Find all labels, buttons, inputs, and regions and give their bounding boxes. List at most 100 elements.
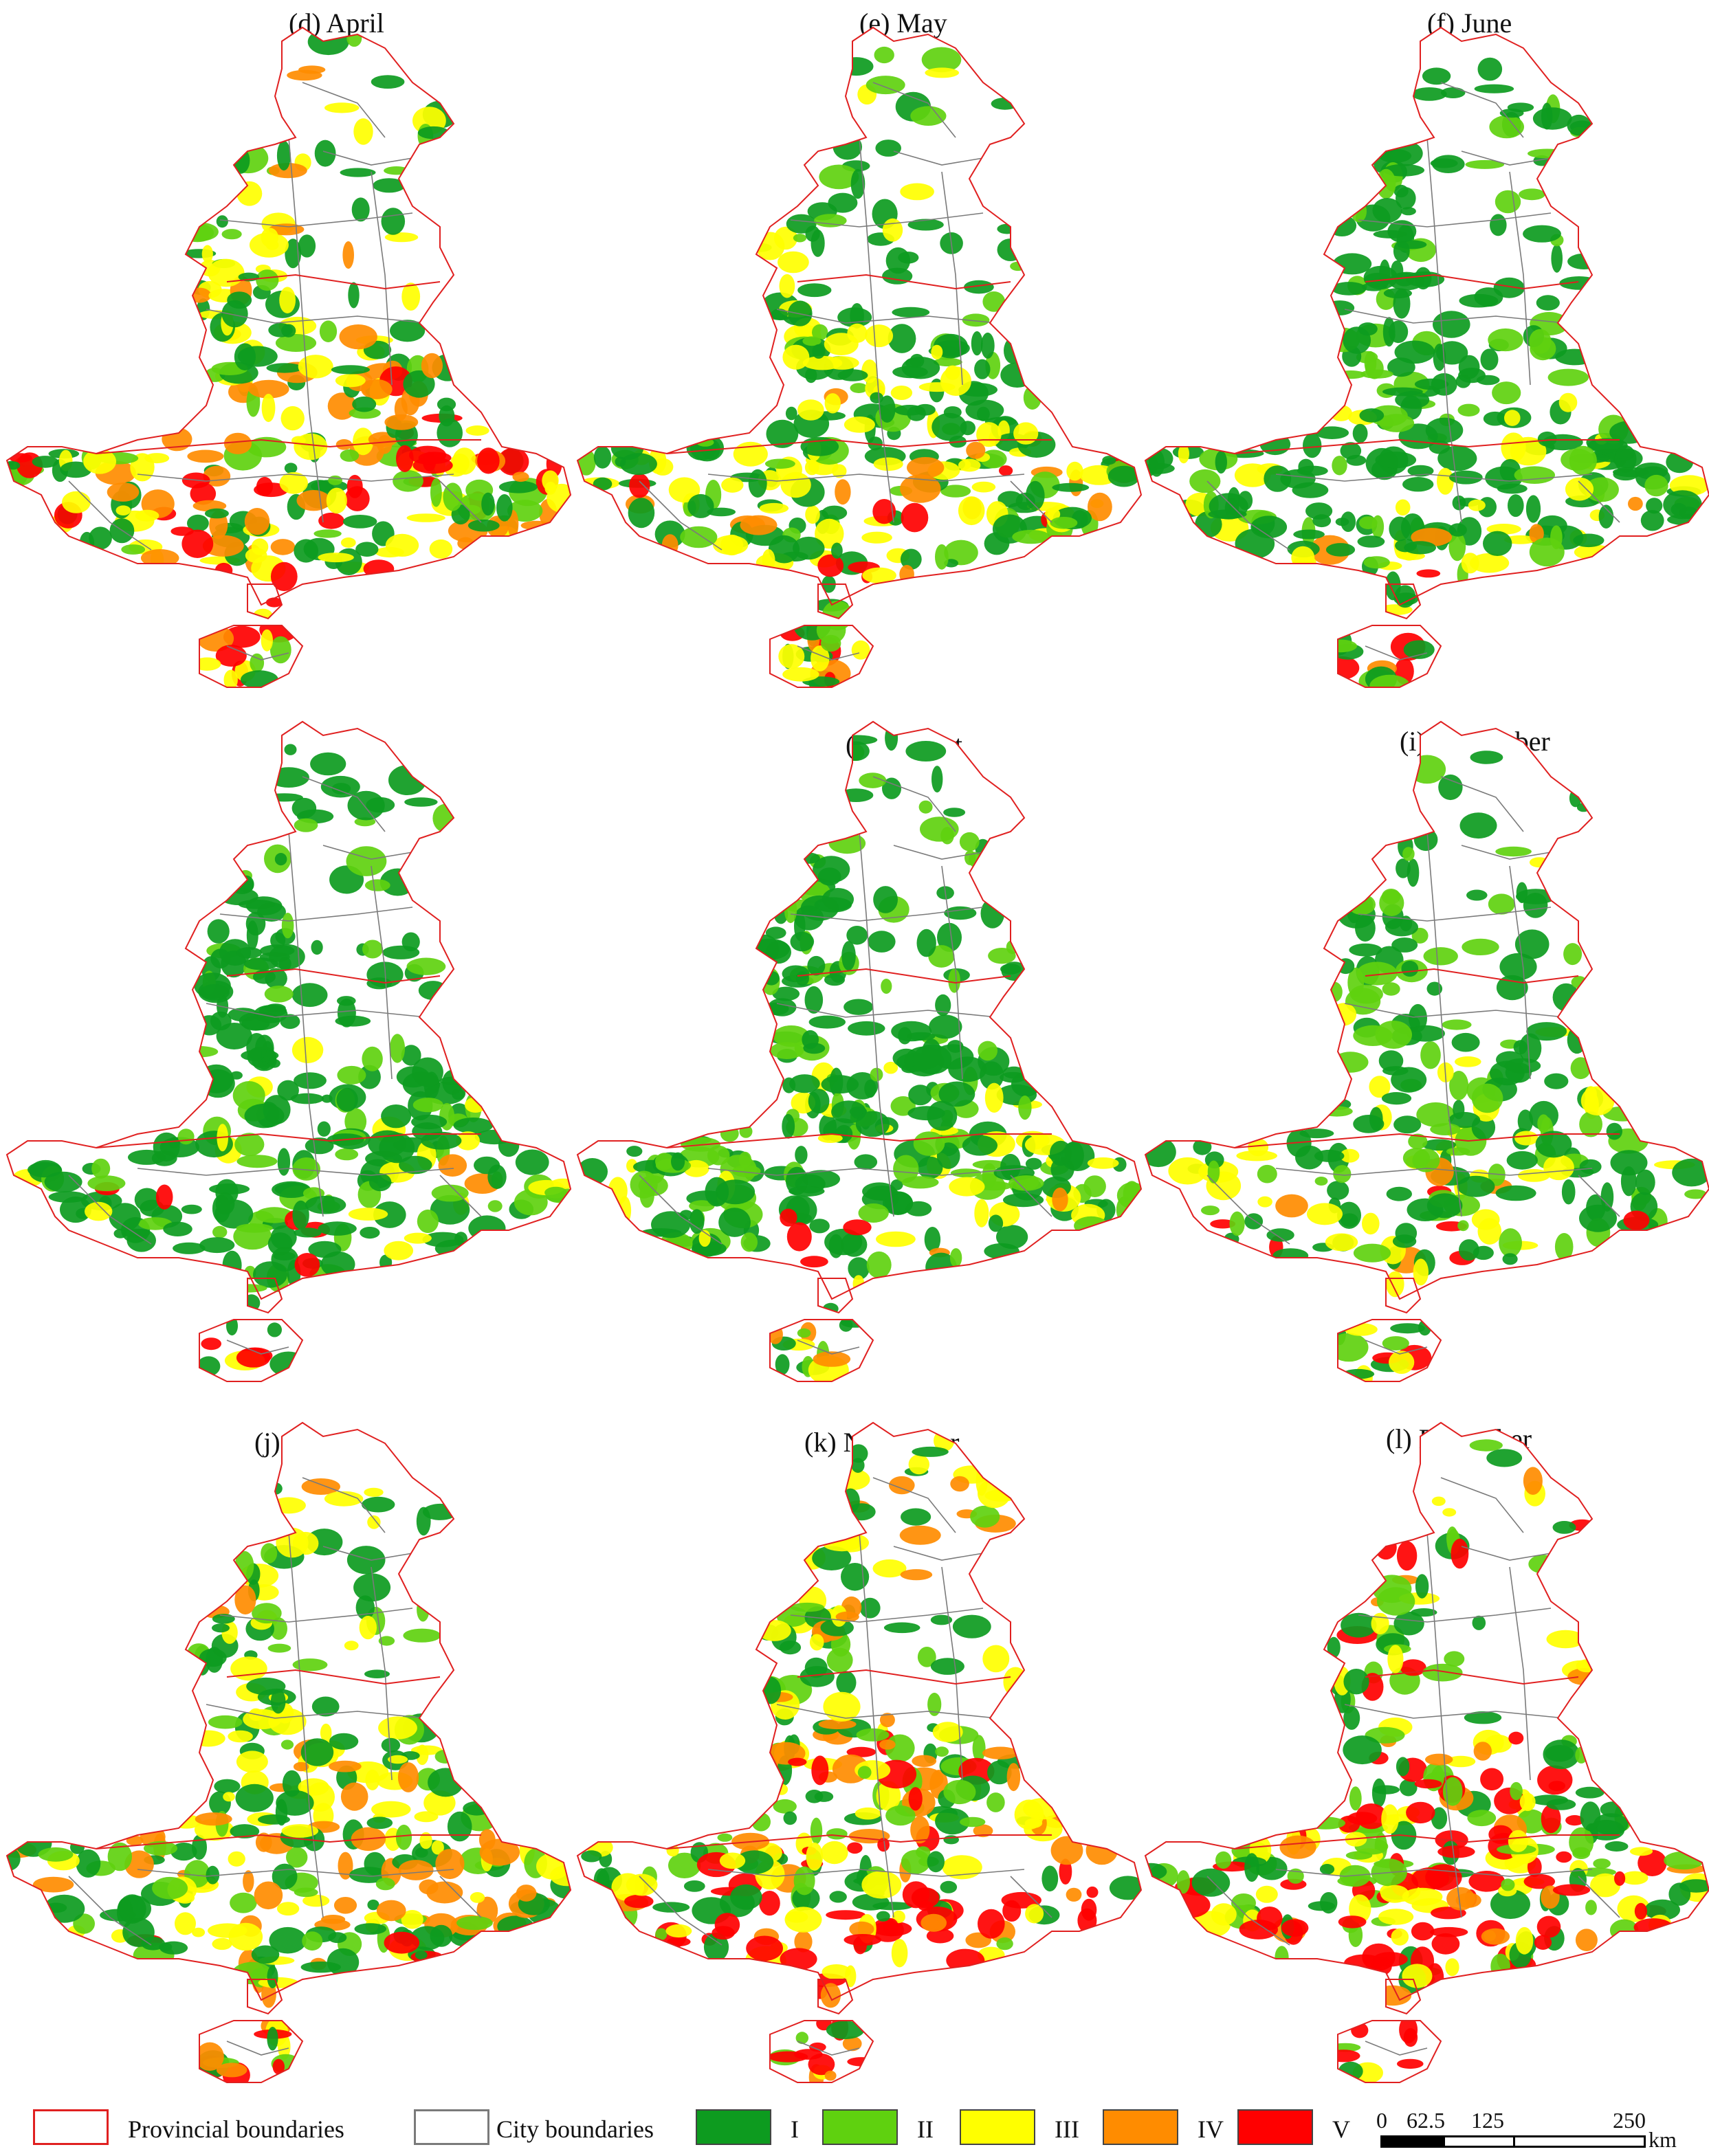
risk-patch-IV <box>1006 1763 1021 1792</box>
risk-patch-II <box>996 1937 1013 1951</box>
risk-patch-II <box>1442 1777 1463 1806</box>
risk-patch-III <box>1307 1203 1343 1225</box>
risk-patch-I <box>1401 960 1419 977</box>
risk-patch-I <box>930 1658 964 1675</box>
risk-patch-I <box>1340 442 1362 460</box>
risk-patch-I <box>122 1228 151 1238</box>
risk-patch-I <box>615 456 626 467</box>
risk-patch-III <box>823 1691 861 1722</box>
risk-patch-III <box>862 567 896 584</box>
risk-patch-V <box>497 447 529 476</box>
city-boundaries <box>639 82 1052 660</box>
risk-patch-I <box>349 1867 389 1883</box>
risk-patch-I <box>300 1738 334 1766</box>
risk-patch-I <box>1426 981 1443 996</box>
risk-patch-III <box>193 657 221 671</box>
risk-patch-I <box>1425 417 1464 443</box>
risk-patch-IV <box>126 1835 144 1846</box>
risk-patch-III <box>228 1922 263 1951</box>
risk-patch-I <box>1672 1158 1709 1187</box>
provincial-boundary-outline <box>817 584 854 620</box>
provincial-boundary-outline <box>769 1319 874 1382</box>
risk-patch-II <box>732 1165 761 1177</box>
risk-patch-I <box>793 536 825 560</box>
risk-patch-V <box>384 1931 420 1954</box>
risk-patch-V <box>883 1918 899 1937</box>
risk-patch-I <box>904 1046 945 1077</box>
risk-patch-I <box>687 493 714 518</box>
provincial-boundary-outline <box>769 625 874 688</box>
risk-patch-II <box>1488 893 1515 915</box>
risk-patch-I <box>848 1021 885 1036</box>
provincial-boundary-line <box>1365 1669 1579 1685</box>
risk-patch-V <box>800 1256 828 1268</box>
risk-patch-I <box>1235 529 1275 559</box>
risk-patch-III <box>364 1487 384 1497</box>
risk-patch-I <box>1244 1853 1259 1882</box>
risk-patch-II <box>261 1543 278 1564</box>
risk-patch-IV <box>216 2063 247 2078</box>
risk-patch-IV <box>900 1569 933 1581</box>
risk-patch-II <box>850 383 868 393</box>
risk-patch-III <box>873 457 903 471</box>
risk-patch-I <box>1497 483 1528 494</box>
risk-patch-I <box>1579 1204 1617 1232</box>
risk-patch-I <box>347 790 385 821</box>
risk-patch-IV <box>384 414 419 430</box>
risk-patch-I <box>879 395 896 423</box>
risk-patch-III <box>668 477 701 503</box>
provincial-boundary-outline <box>5 1421 572 2001</box>
risk-patch-I <box>194 973 231 999</box>
risk-patch-I <box>118 1894 146 1924</box>
risk-patch-I <box>1272 1248 1309 1263</box>
risk-patch-I <box>1440 87 1466 98</box>
city-boundary-line <box>1344 1003 1565 1018</box>
risk-patch-IV <box>912 1755 937 1767</box>
risk-patch-II <box>1488 1164 1506 1186</box>
risk-patch-II <box>294 818 318 832</box>
risk-patch-II <box>870 1067 883 1082</box>
risk-patch-II <box>269 636 291 664</box>
city-boundary-line <box>1578 480 1620 523</box>
risk-patch-I <box>291 983 328 1008</box>
risk-patch-I <box>730 1884 762 1910</box>
city-boundary-line <box>68 1876 152 1946</box>
provincial-boundary-outline <box>1385 584 1422 620</box>
risk-patch-I <box>1451 1032 1480 1052</box>
provincial-boundary-outline <box>199 1319 304 1382</box>
class-1-swatch <box>696 2109 771 2145</box>
legend-label-class-3: III <box>1055 2115 1079 2143</box>
risk-patch-II <box>764 458 795 469</box>
risk-patch-I <box>1357 535 1385 548</box>
risk-patch-II <box>1593 1858 1611 1869</box>
risk-patch-II <box>1444 1651 1465 1667</box>
risk-patch-IV <box>1473 1742 1492 1761</box>
risk-patch-II <box>773 1025 810 1047</box>
risk-patch-I <box>1415 1574 1429 1599</box>
risk-patch-II <box>1501 1878 1515 1891</box>
risk-patch-II <box>960 1816 986 1827</box>
city-boundary-line <box>68 480 152 551</box>
risk-patch-I <box>259 952 290 962</box>
risk-patch-II <box>793 1866 815 1896</box>
risk-patch-II <box>432 803 459 833</box>
risk-patch-I <box>790 931 815 952</box>
risk-patch-IV <box>835 1611 859 1622</box>
risk-patch-I <box>907 1106 945 1121</box>
risk-patch-I <box>170 1843 197 1861</box>
risk-patch-IV <box>397 1762 419 1792</box>
risk-patch-I <box>298 234 316 258</box>
risk-patch-I <box>782 1113 795 1139</box>
risk-patch-II <box>740 1232 758 1252</box>
city-boundary-line <box>872 82 956 138</box>
risk-patch-III <box>931 344 943 359</box>
risk-patch-I <box>1437 445 1477 471</box>
risk-patch-I <box>707 507 736 517</box>
risk-patch-I <box>1312 514 1332 528</box>
city-boundaries <box>68 776 482 1355</box>
risk-patch-V <box>1534 1935 1552 1950</box>
provincial-boundary-outline <box>817 1979 854 2015</box>
city-boundary-line <box>941 171 963 386</box>
risk-patch-I <box>892 366 928 379</box>
city-boundary-line <box>1365 645 1428 660</box>
